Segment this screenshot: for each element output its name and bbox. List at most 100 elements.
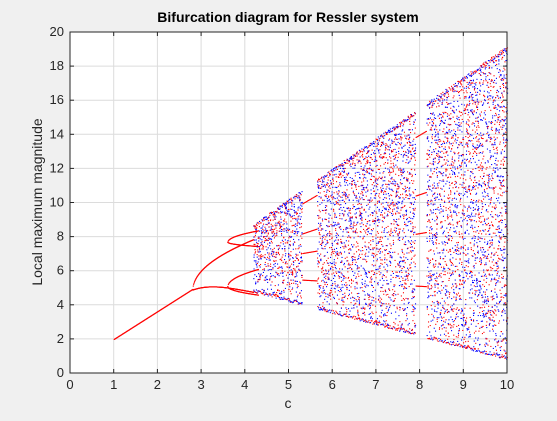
data-point [266,230,267,231]
data-point [348,295,349,296]
data-point [430,325,431,326]
data-point [399,331,400,332]
data-point [297,284,298,285]
data-point [400,229,401,230]
data-point [279,267,280,268]
data-point [289,270,290,271]
data-point [414,323,415,324]
data-point [350,298,351,299]
data-point [280,211,281,212]
data-point [449,202,450,203]
data-point [369,233,370,234]
data-point [404,254,405,255]
data-point [442,104,443,105]
data-point [352,218,353,219]
data-point [426,286,427,287]
data-point [344,242,345,243]
data-point [387,205,388,206]
data-point [399,232,400,233]
data-point [385,191,386,192]
data-point [449,240,450,241]
data-point [380,251,381,252]
data-point [432,195,433,196]
data-point [389,138,390,139]
data-point [395,149,396,150]
data-point [442,233,443,234]
data-point [387,270,388,271]
data-point [363,178,364,179]
data-point [407,278,408,279]
data-point [254,246,255,247]
data-point [385,168,386,169]
data-point [369,314,370,315]
data-point [448,94,449,95]
data-point [408,269,409,270]
data-point [389,195,390,196]
data-point [427,205,428,206]
data-point [392,168,393,169]
data-point [335,311,336,312]
data-point [405,155,406,156]
data-point [431,190,432,191]
data-point [407,142,408,143]
data-point [373,188,374,189]
data-point [361,282,362,283]
data-point [276,232,277,233]
data-point [427,159,428,160]
data-point [296,229,297,230]
data-point [372,239,373,240]
data-point [319,196,320,197]
data-point [444,196,445,197]
data-point [332,178,333,179]
data-point [253,292,254,293]
data-point [363,199,364,200]
data-point [437,153,438,154]
data-point [376,160,377,161]
data-point [290,241,291,242]
data-point [373,182,374,183]
data-point [346,309,347,310]
data-point [435,280,436,281]
data-point [339,215,340,216]
data-point [326,196,327,197]
data-point [398,142,399,143]
data-point [436,216,437,217]
data-point [284,250,285,251]
data-point [386,189,387,190]
data-point [372,159,373,160]
data-point [370,322,371,323]
data-point [433,212,434,213]
data-point [255,235,256,236]
data-point [300,193,301,194]
data-point [288,253,289,254]
data-point [259,221,260,222]
data-point [300,235,301,236]
data-point [379,322,380,323]
data-point [365,254,366,255]
data-point [348,264,349,265]
data-point [279,297,280,298]
data-point [264,242,265,243]
data-point [393,179,394,180]
data-point [358,246,359,247]
data-point [399,122,400,123]
data-point [349,210,350,211]
data-point [285,213,286,214]
data-point [353,300,354,301]
data-point [280,227,281,228]
data-point [412,329,413,330]
data-point [369,228,370,229]
data-point [438,302,439,303]
data-point [440,196,441,197]
data-point [330,215,331,216]
data-point [377,231,378,232]
data-point [384,254,385,255]
data-point [410,202,411,203]
data-point [298,231,299,232]
data-point [402,215,403,216]
data-point [381,312,382,313]
data-point [341,254,342,255]
data-point [412,290,413,291]
data-point [432,238,433,239]
data-point [350,237,351,238]
